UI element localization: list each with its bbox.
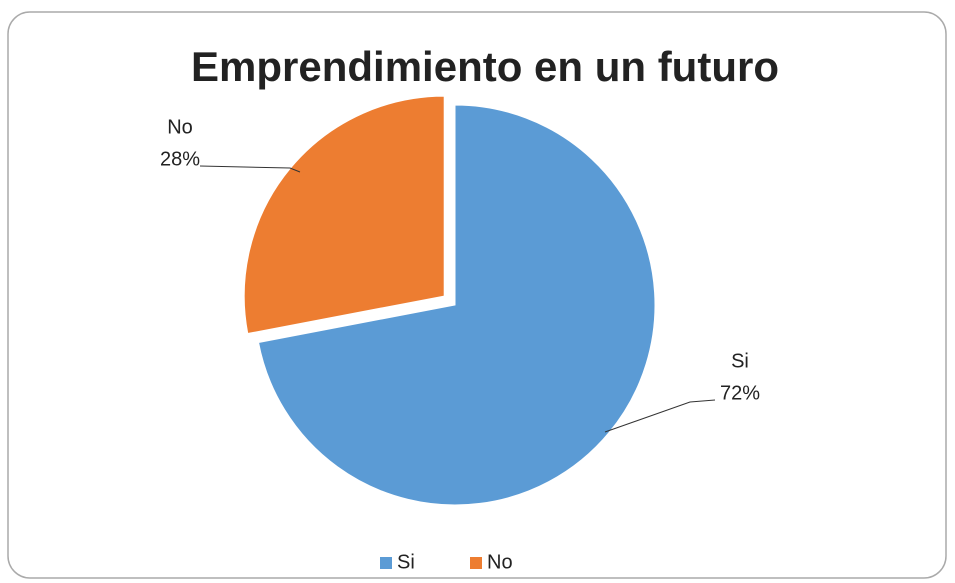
- legend-label: Si: [397, 551, 415, 573]
- slice-category-label: Si: [731, 350, 749, 372]
- legend-label: No: [487, 551, 513, 573]
- legend-swatch: [470, 557, 482, 569]
- chart-title: Emprendimiento en un futuro: [191, 43, 779, 90]
- leader-line: [604, 399, 716, 433]
- slice-value-label: 72%: [720, 382, 760, 404]
- pie-slice: [257, 104, 656, 506]
- pie-slice: [243, 95, 445, 335]
- slice-value-label: 28%: [160, 148, 200, 170]
- slice-category-label: No: [167, 116, 193, 138]
- legend-swatch: [380, 557, 392, 569]
- leader-line: [199, 165, 301, 173]
